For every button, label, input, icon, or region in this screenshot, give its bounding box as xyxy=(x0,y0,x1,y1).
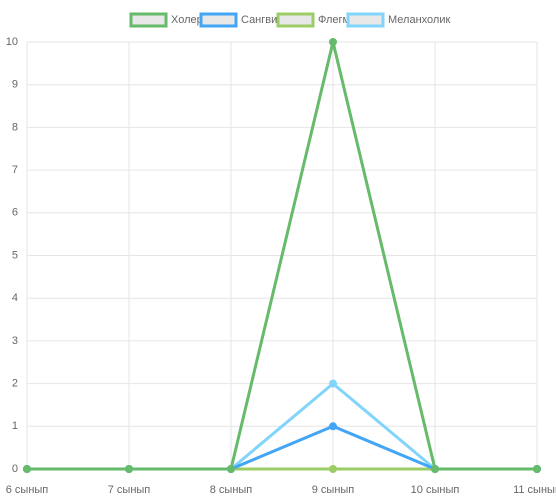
data-point xyxy=(329,38,337,46)
x-tick-label: 9 сынып xyxy=(312,484,355,496)
data-point xyxy=(125,465,133,473)
y-tick-label: 4 xyxy=(12,292,18,304)
x-tick-label: 6 сынып xyxy=(6,484,49,496)
legend-swatch xyxy=(346,12,385,28)
y-tick-label: 10 xyxy=(6,36,18,48)
legend-swatch xyxy=(276,12,315,28)
x-tick-label: 10 сынып xyxy=(411,484,460,496)
legend-swatch xyxy=(129,12,168,28)
y-tick-label: 0 xyxy=(12,463,18,475)
x-tick-label: 11 сынып xyxy=(513,484,556,496)
data-point xyxy=(329,465,337,473)
data-point xyxy=(431,465,439,473)
x-tick-label: 8 сынып xyxy=(210,484,253,496)
series-line xyxy=(27,40,537,471)
y-tick-label: 6 xyxy=(12,207,18,219)
data-point xyxy=(23,465,31,473)
y-tick-label: 2 xyxy=(12,378,18,390)
y-tick-label: 8 xyxy=(12,121,18,133)
x-tick-label: 7 сынып xyxy=(108,484,151,496)
data-point xyxy=(227,465,235,473)
legend-label: Меланхолик xyxy=(388,14,450,26)
data-point xyxy=(329,422,337,431)
legend-swatch xyxy=(199,12,238,28)
y-tick-label: 3 xyxy=(12,335,18,347)
data-point xyxy=(533,465,541,473)
series-line xyxy=(27,424,537,471)
y-tick-label: 5 xyxy=(12,249,18,261)
y-tick-label: 9 xyxy=(12,79,18,91)
y-tick-label: 7 xyxy=(12,164,18,176)
data-point xyxy=(329,379,337,388)
y-tick-label: 1 xyxy=(12,420,18,432)
